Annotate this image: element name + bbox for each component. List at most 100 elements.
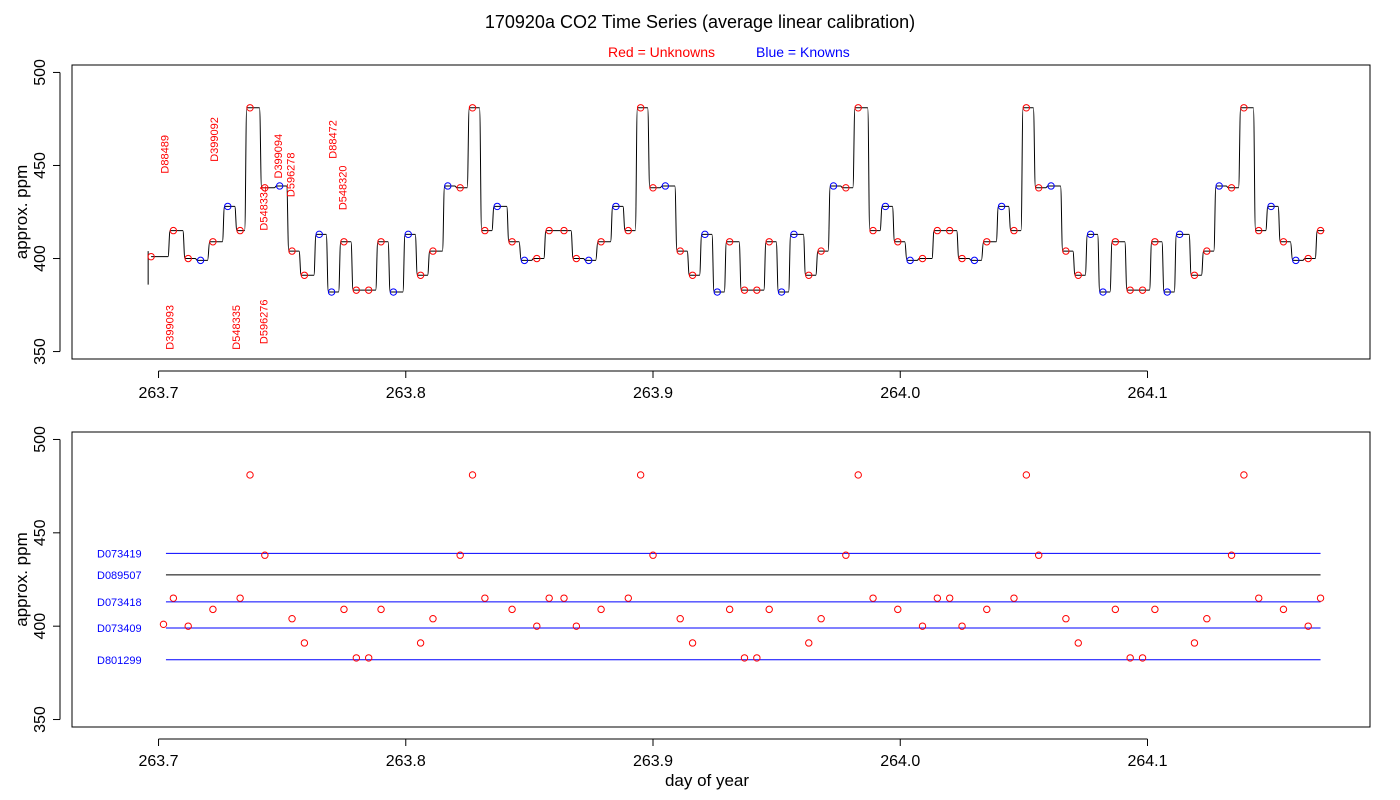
unknown-sample-point bbox=[725, 605, 734, 614]
unknown-sample-point bbox=[1062, 247, 1070, 255]
unknown-sample-point bbox=[1111, 238, 1120, 246]
sample-id-annotation: D548335 bbox=[231, 305, 243, 350]
unknown-sample-point bbox=[869, 594, 877, 602]
unknown-sample-point bbox=[854, 471, 862, 479]
unknown-sample-point bbox=[246, 471, 254, 479]
co2-trace-line bbox=[147, 107, 1325, 293]
unknown-sample-point bbox=[545, 594, 553, 602]
sample-id-annotation: D548334 bbox=[258, 186, 270, 231]
known-sample-point bbox=[493, 202, 501, 211]
known-sample-point bbox=[444, 182, 452, 190]
legend-unknowns: Red = Unknowns bbox=[608, 44, 716, 60]
unknown-sample-point bbox=[1138, 654, 1147, 662]
top-x-tick-label: 264.1 bbox=[1127, 385, 1167, 402]
unknown-sample-point bbox=[636, 471, 645, 479]
top-x-tick-label: 264.0 bbox=[880, 385, 920, 402]
top-y-tick-label: 450 bbox=[32, 152, 49, 179]
bottom-x-tick-label: 263.8 bbox=[386, 753, 426, 770]
unknown-sample-point bbox=[894, 238, 902, 246]
known-sample-point bbox=[389, 288, 398, 296]
unknown-sample-point bbox=[649, 551, 657, 559]
unknown-sample-point bbox=[740, 286, 749, 294]
unknown-sample-point bbox=[958, 622, 966, 630]
unknown-sample-point bbox=[805, 639, 813, 647]
x-axis-label: day of year bbox=[665, 771, 749, 790]
unknown-sample-point bbox=[508, 605, 516, 614]
unknown-sample-point bbox=[1138, 286, 1147, 294]
known-sample-point bbox=[1047, 182, 1055, 190]
unknown-sample-point bbox=[1190, 271, 1199, 279]
unknown-sample-point bbox=[933, 594, 942, 602]
reference-line-label: D073409 bbox=[97, 623, 142, 635]
unknown-sample-point bbox=[456, 551, 464, 559]
known-sample-point bbox=[1267, 202, 1275, 211]
unknown-sample-point bbox=[817, 247, 825, 255]
unknown-sample-point bbox=[481, 226, 489, 235]
unknown-sample-point bbox=[300, 271, 309, 279]
known-sample-point bbox=[661, 182, 670, 190]
unknown-sample-point bbox=[261, 551, 269, 559]
sample-id-annotation: D596276 bbox=[258, 299, 270, 344]
known-sample-point bbox=[275, 182, 284, 190]
sample-id-annotation: D88472 bbox=[328, 120, 340, 159]
known-sample-point bbox=[777, 288, 786, 296]
known-sample-point bbox=[327, 288, 336, 296]
unknown-sample-point bbox=[725, 238, 734, 246]
unknown-sample-point bbox=[377, 238, 385, 246]
unknown-sample-point bbox=[765, 238, 773, 246]
bottom-y-tick-label: 400 bbox=[32, 613, 49, 640]
unknown-sample-point bbox=[676, 247, 684, 255]
unknown-sample-point bbox=[352, 286, 361, 294]
bottom-x-tick-label: 263.7 bbox=[139, 753, 179, 770]
sample-id-annotation: D548320 bbox=[337, 165, 349, 210]
unknown-sample-point bbox=[236, 594, 244, 602]
unknown-sample-point bbox=[377, 605, 385, 614]
reference-line-label: D801299 bbox=[97, 655, 142, 667]
unknown-sample-point bbox=[842, 184, 850, 192]
unknown-sample-point bbox=[169, 594, 178, 602]
sample-id-annotation: D399094 bbox=[273, 134, 285, 179]
unknown-sample-point bbox=[340, 605, 348, 614]
known-sample-point bbox=[585, 256, 593, 265]
unknown-sample-point bbox=[765, 605, 773, 614]
unknown-sample-point bbox=[676, 615, 684, 623]
sample-id-annotation: D596278 bbox=[286, 152, 298, 197]
bottom-y-axis-label: approx. ppm bbox=[12, 532, 31, 627]
unknown-sample-point bbox=[147, 252, 155, 261]
unknown-sample-point bbox=[1240, 104, 1248, 112]
unknown-sample-point bbox=[1126, 286, 1134, 294]
bottom-x-tick-label: 264.0 bbox=[880, 753, 920, 770]
unknown-sample-point bbox=[753, 286, 761, 294]
unknown-sample-point bbox=[1304, 622, 1312, 630]
unknown-sample-point bbox=[869, 226, 877, 235]
known-sample-point bbox=[881, 202, 890, 211]
unknown-sample-point bbox=[468, 471, 477, 479]
unknown-sample-point bbox=[1316, 226, 1325, 235]
unknown-sample-point bbox=[1151, 238, 1159, 246]
unknown-sample-point bbox=[1203, 247, 1211, 255]
unknown-sample-point bbox=[364, 286, 373, 294]
known-sample-point bbox=[196, 256, 205, 265]
unknown-sample-point bbox=[1035, 184, 1043, 192]
top-plot-frame bbox=[71, 64, 1371, 360]
unknown-sample-point bbox=[597, 605, 605, 614]
known-sample-point bbox=[997, 202, 1006, 211]
known-sample-point bbox=[612, 202, 620, 211]
unknown-sample-point bbox=[236, 226, 244, 235]
unknown-sample-point bbox=[340, 238, 348, 246]
unknown-sample-point bbox=[597, 238, 605, 246]
unknown-sample-point bbox=[352, 654, 361, 662]
unknown-sample-point bbox=[624, 226, 632, 235]
unknown-sample-point bbox=[1190, 639, 1199, 647]
unknown-sample-point bbox=[572, 622, 581, 630]
unknown-sample-point bbox=[246, 104, 254, 112]
top-y-tick-label: 350 bbox=[32, 338, 49, 365]
known-sample-point bbox=[790, 230, 798, 239]
unknown-sample-point bbox=[560, 226, 568, 235]
unknown-sample-point bbox=[288, 615, 296, 623]
unknown-sample-point bbox=[169, 226, 178, 235]
known-sample-point bbox=[224, 202, 232, 211]
top-x-tick-label: 263.7 bbox=[139, 385, 179, 402]
unknown-sample-point bbox=[854, 104, 862, 112]
unknown-sample-point bbox=[1227, 184, 1236, 192]
